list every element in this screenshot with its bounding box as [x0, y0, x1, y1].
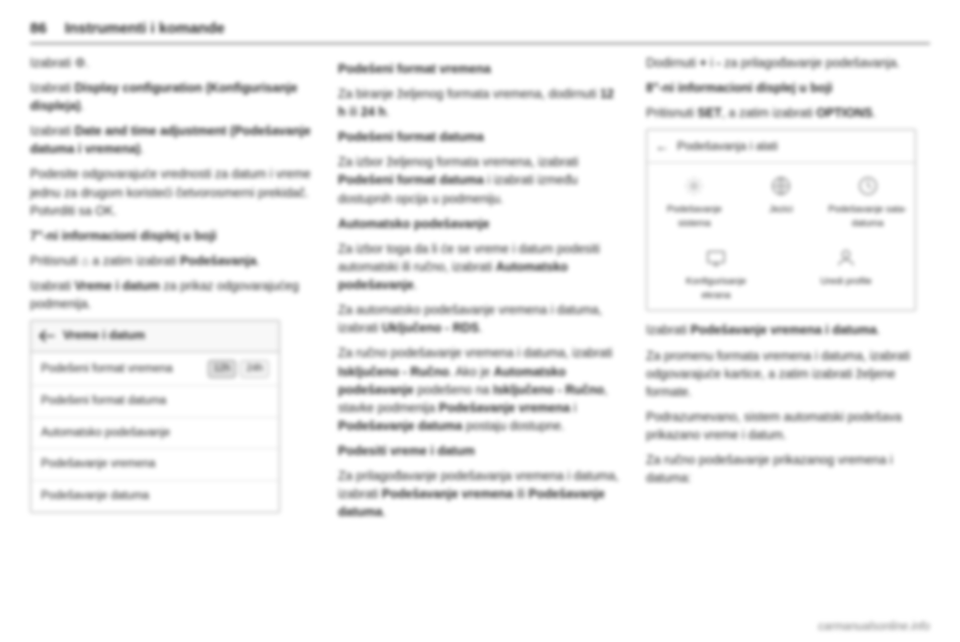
- column-3: Dodirnuti + i - za prilagođavanje podeša…: [646, 54, 930, 529]
- text-line: Za izbor željenog formata vremena, izabr…: [338, 153, 622, 207]
- tile-label: Podešavanje sistema: [654, 203, 734, 231]
- text-line: Za promenu formata vremena i datuma, iza…: [646, 347, 930, 401]
- text-line: Za ručno podešavanje prikazanog vremena …: [646, 451, 930, 487]
- column-1: Izabrati ⚙. Izabrati Display configurati…: [30, 54, 314, 529]
- format-pills: 12h 24h: [208, 360, 269, 379]
- subhead: Podešeni format datuma: [338, 128, 622, 146]
- gear-icon: [681, 173, 707, 199]
- user-icon: [833, 245, 859, 271]
- screenshot-title: Podešavanja i alati: [677, 138, 778, 155]
- tile-label: Podešavanje sata-datuma: [828, 203, 908, 231]
- tile-languages: Jezici: [741, 173, 821, 231]
- pill-24h: 24h: [240, 360, 269, 379]
- text-line: Za biranje željenog formata vremena, dod…: [338, 85, 622, 121]
- settings-grid: Podešavanje sistema Jezici Podešavanje s…: [647, 163, 915, 302]
- tile-label: Jezici: [769, 203, 793, 217]
- text-line: Izabrati Podešavanje vremena i datuma.: [646, 321, 930, 339]
- screenshot-settings-tools: ← Podešavanja i alati Podešavanje sistem…: [646, 129, 916, 311]
- page-number: 86: [30, 18, 47, 40]
- text-line: Izabrati Vreme i datum za prikaz odgovar…: [30, 277, 314, 313]
- text-line: Za ručno podešavanje vremena i datuma, i…: [338, 344, 622, 435]
- list-item: Automatsko podešavanje: [31, 417, 279, 449]
- list-item: Podešeni format datuma: [31, 385, 279, 417]
- tile-system: Podešavanje sistema: [654, 173, 734, 231]
- screenshot-titlebar: ← Podešavanja i alati: [647, 130, 915, 163]
- text-line: Podrazumevano, sistem automatski podešav…: [646, 408, 930, 444]
- columns: Izabrati ⚙. Izabrati Display configurati…: [30, 54, 930, 529]
- back-icon: [39, 329, 55, 343]
- subhead-7in: 7''-ni informacioni displej u boji: [30, 227, 314, 245]
- screenshot-time-date: Vreme i datum Podešeni format vremena 12…: [30, 320, 280, 513]
- page-header: 86 Instrumenti i komande: [30, 18, 930, 44]
- footer-url: carmanualsonline.info: [818, 619, 930, 636]
- text-line: Izabrati Display configuration (Konfigur…: [30, 79, 314, 115]
- clock-icon: [855, 173, 881, 199]
- globe-icon: [768, 173, 794, 199]
- list-item: Podešavanje vremena: [31, 448, 279, 480]
- subhead-8in: 8''-ni informacioni displej u boji: [646, 79, 930, 97]
- tile-screen-config: Konfigurisanje ekrana: [676, 245, 756, 303]
- back-arrow-icon: ←: [655, 136, 669, 156]
- tile-label: Uredi profile: [820, 275, 871, 289]
- pill-12h: 12h: [208, 360, 237, 379]
- tile-label: Konfigurisanje ekrana: [676, 275, 756, 303]
- text-line: Dodirnuti + i - za prilagođavanje podeša…: [646, 54, 930, 72]
- subhead: Podesiti vreme i datum: [338, 442, 622, 460]
- column-2: Podešeni format vremena Za biranje želje…: [338, 54, 622, 529]
- text-line: Pritisnuti SET, a zatim izabrati OPTIONS…: [646, 104, 930, 122]
- subhead: Podešeni format vremena: [338, 60, 622, 78]
- screen-icon: [703, 245, 729, 271]
- subhead: Automatsko podešavanje: [338, 215, 622, 233]
- text-line: Izabrati Date and time adjustment (Podeš…: [30, 122, 314, 158]
- list-item: Podešeni format vremena 12h 24h: [31, 352, 279, 386]
- text-line: Za automatsko podešavanje vremena i datu…: [338, 301, 622, 337]
- text-line: Podesite odgovarajuće vrednosti za datum…: [30, 165, 314, 219]
- list-item: Podešavanje datuma: [31, 480, 279, 512]
- text-line: Pritisnuti ⌂ a zatim izabrati Podešavanj…: [30, 252, 314, 270]
- tile-clock-date: Podešavanje sata-datuma: [828, 173, 908, 231]
- section-title: Instrumenti i komande: [65, 18, 225, 40]
- screenshot-title: Vreme i datum: [63, 327, 145, 344]
- screenshot-titlebar: Vreme i datum: [31, 321, 279, 351]
- text-line: Izabrati ⚙.: [30, 54, 314, 72]
- text-line: Za izbor toga da li će se vreme i datum …: [338, 240, 622, 294]
- text-line: Za prilagođavanje podešavanja vremena i …: [338, 467, 622, 521]
- tile-profiles: Uredi profile: [806, 245, 886, 303]
